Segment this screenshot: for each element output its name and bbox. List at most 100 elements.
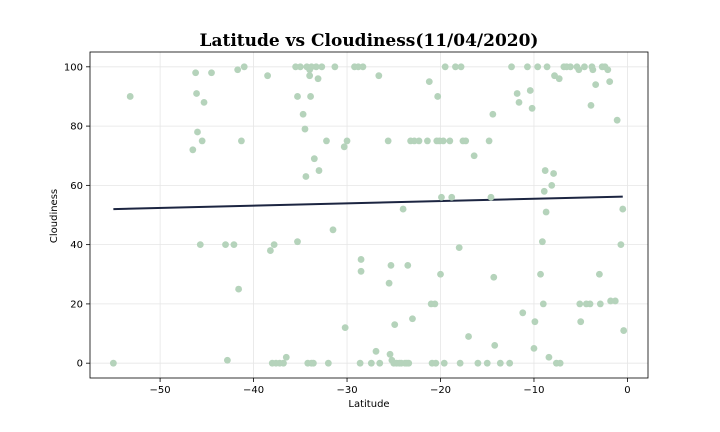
chart-title: Latitude vs Cloudiness(11/04/2020): [200, 31, 539, 51]
data-point: [575, 66, 583, 74]
data-point: [519, 309, 527, 317]
data-point: [405, 359, 413, 367]
data-point: [446, 137, 454, 145]
y-tick-label: 60: [70, 181, 83, 192]
data-point: [543, 63, 551, 71]
y-tick-label: 40: [70, 240, 83, 251]
data-point: [234, 66, 242, 74]
data-point: [592, 81, 600, 88]
data-point: [541, 167, 549, 174]
data-point: [280, 359, 287, 367]
data-point: [343, 137, 351, 145]
data-point: [312, 63, 320, 71]
data-point: [530, 344, 538, 352]
data-point: [329, 226, 337, 234]
data-point: [606, 78, 614, 86]
data-point: [526, 87, 534, 94]
data-point: [491, 342, 499, 349]
data-point: [341, 324, 349, 332]
data-point: [508, 63, 515, 71]
data-point: [448, 193, 456, 201]
regression-line: [113, 195, 623, 211]
data-point: [301, 125, 309, 133]
data-point: [485, 137, 493, 145]
data-point: [434, 93, 442, 100]
data-point: [264, 72, 271, 80]
data-point: [306, 72, 314, 80]
x-axis-label: Latitude: [348, 399, 389, 410]
data-point: [465, 333, 472, 340]
data-point: [193, 90, 200, 97]
data-point: [240, 63, 248, 71]
data-point: [200, 98, 208, 106]
data-point: [357, 267, 365, 275]
data-point: [439, 137, 447, 145]
data-point: [282, 353, 290, 361]
data-point: [455, 244, 463, 252]
data-point: [576, 300, 584, 308]
x-tick-label: −10: [523, 385, 544, 396]
data-point: [425, 78, 433, 86]
data-point: [577, 318, 585, 326]
data-point: [223, 356, 231, 364]
data-point: [437, 270, 444, 278]
data-point: [323, 137, 330, 145]
data-point: [310, 155, 318, 163]
data-point: [490, 273, 498, 281]
data-point: [550, 170, 557, 177]
data-point: [586, 300, 594, 308]
data-point: [340, 143, 348, 151]
x-axis-ticks: −50 −40 −30 −20 −10 0: [150, 378, 631, 396]
data-point: [309, 359, 317, 367]
data-point: [308, 63, 315, 71]
data-point: [318, 63, 326, 71]
data-point: [302, 173, 310, 180]
data-point: [613, 116, 621, 124]
data-point: [506, 359, 514, 367]
data-point: [528, 104, 536, 112]
data-point: [399, 205, 407, 213]
data-point: [299, 110, 307, 118]
data-point: [384, 137, 392, 145]
data-point: [438, 193, 445, 201]
data-point: [513, 90, 521, 97]
data-point: [376, 359, 384, 367]
data-point: [357, 256, 365, 263]
x-tick-label: −40: [243, 385, 264, 396]
data-point: [596, 300, 604, 308]
data-point: [581, 63, 588, 71]
data-point: [266, 247, 274, 254]
data-point: [192, 69, 200, 77]
data-point: [441, 63, 449, 71]
data-point: [126, 93, 134, 100]
data-point: [409, 315, 416, 323]
data-point: [567, 63, 574, 71]
data-point: [372, 347, 380, 355]
data-point: [607, 297, 615, 305]
data-point: [235, 285, 243, 293]
data-point: [496, 359, 504, 367]
data-point: [489, 110, 497, 118]
y-tick-label: 100: [64, 62, 83, 73]
data-point: [404, 261, 412, 269]
data-point: [452, 63, 459, 71]
data-point: [515, 98, 523, 106]
data-point: [604, 66, 612, 74]
y-tick-label: 20: [70, 299, 83, 310]
data-point: [324, 359, 332, 367]
data-point: [619, 205, 627, 213]
data-point: [386, 350, 394, 358]
data-point: [456, 359, 464, 367]
data-point: [424, 137, 431, 145]
x-tick-label: −50: [150, 385, 171, 396]
data-point: [198, 137, 206, 145]
data-point: [545, 353, 553, 361]
data-point: [555, 75, 563, 83]
data-points: [109, 63, 628, 367]
data-point: [410, 137, 418, 145]
data-point: [431, 300, 439, 308]
data-point: [331, 63, 339, 71]
y-tick-label: 0: [77, 359, 83, 370]
data-point: [534, 63, 542, 71]
